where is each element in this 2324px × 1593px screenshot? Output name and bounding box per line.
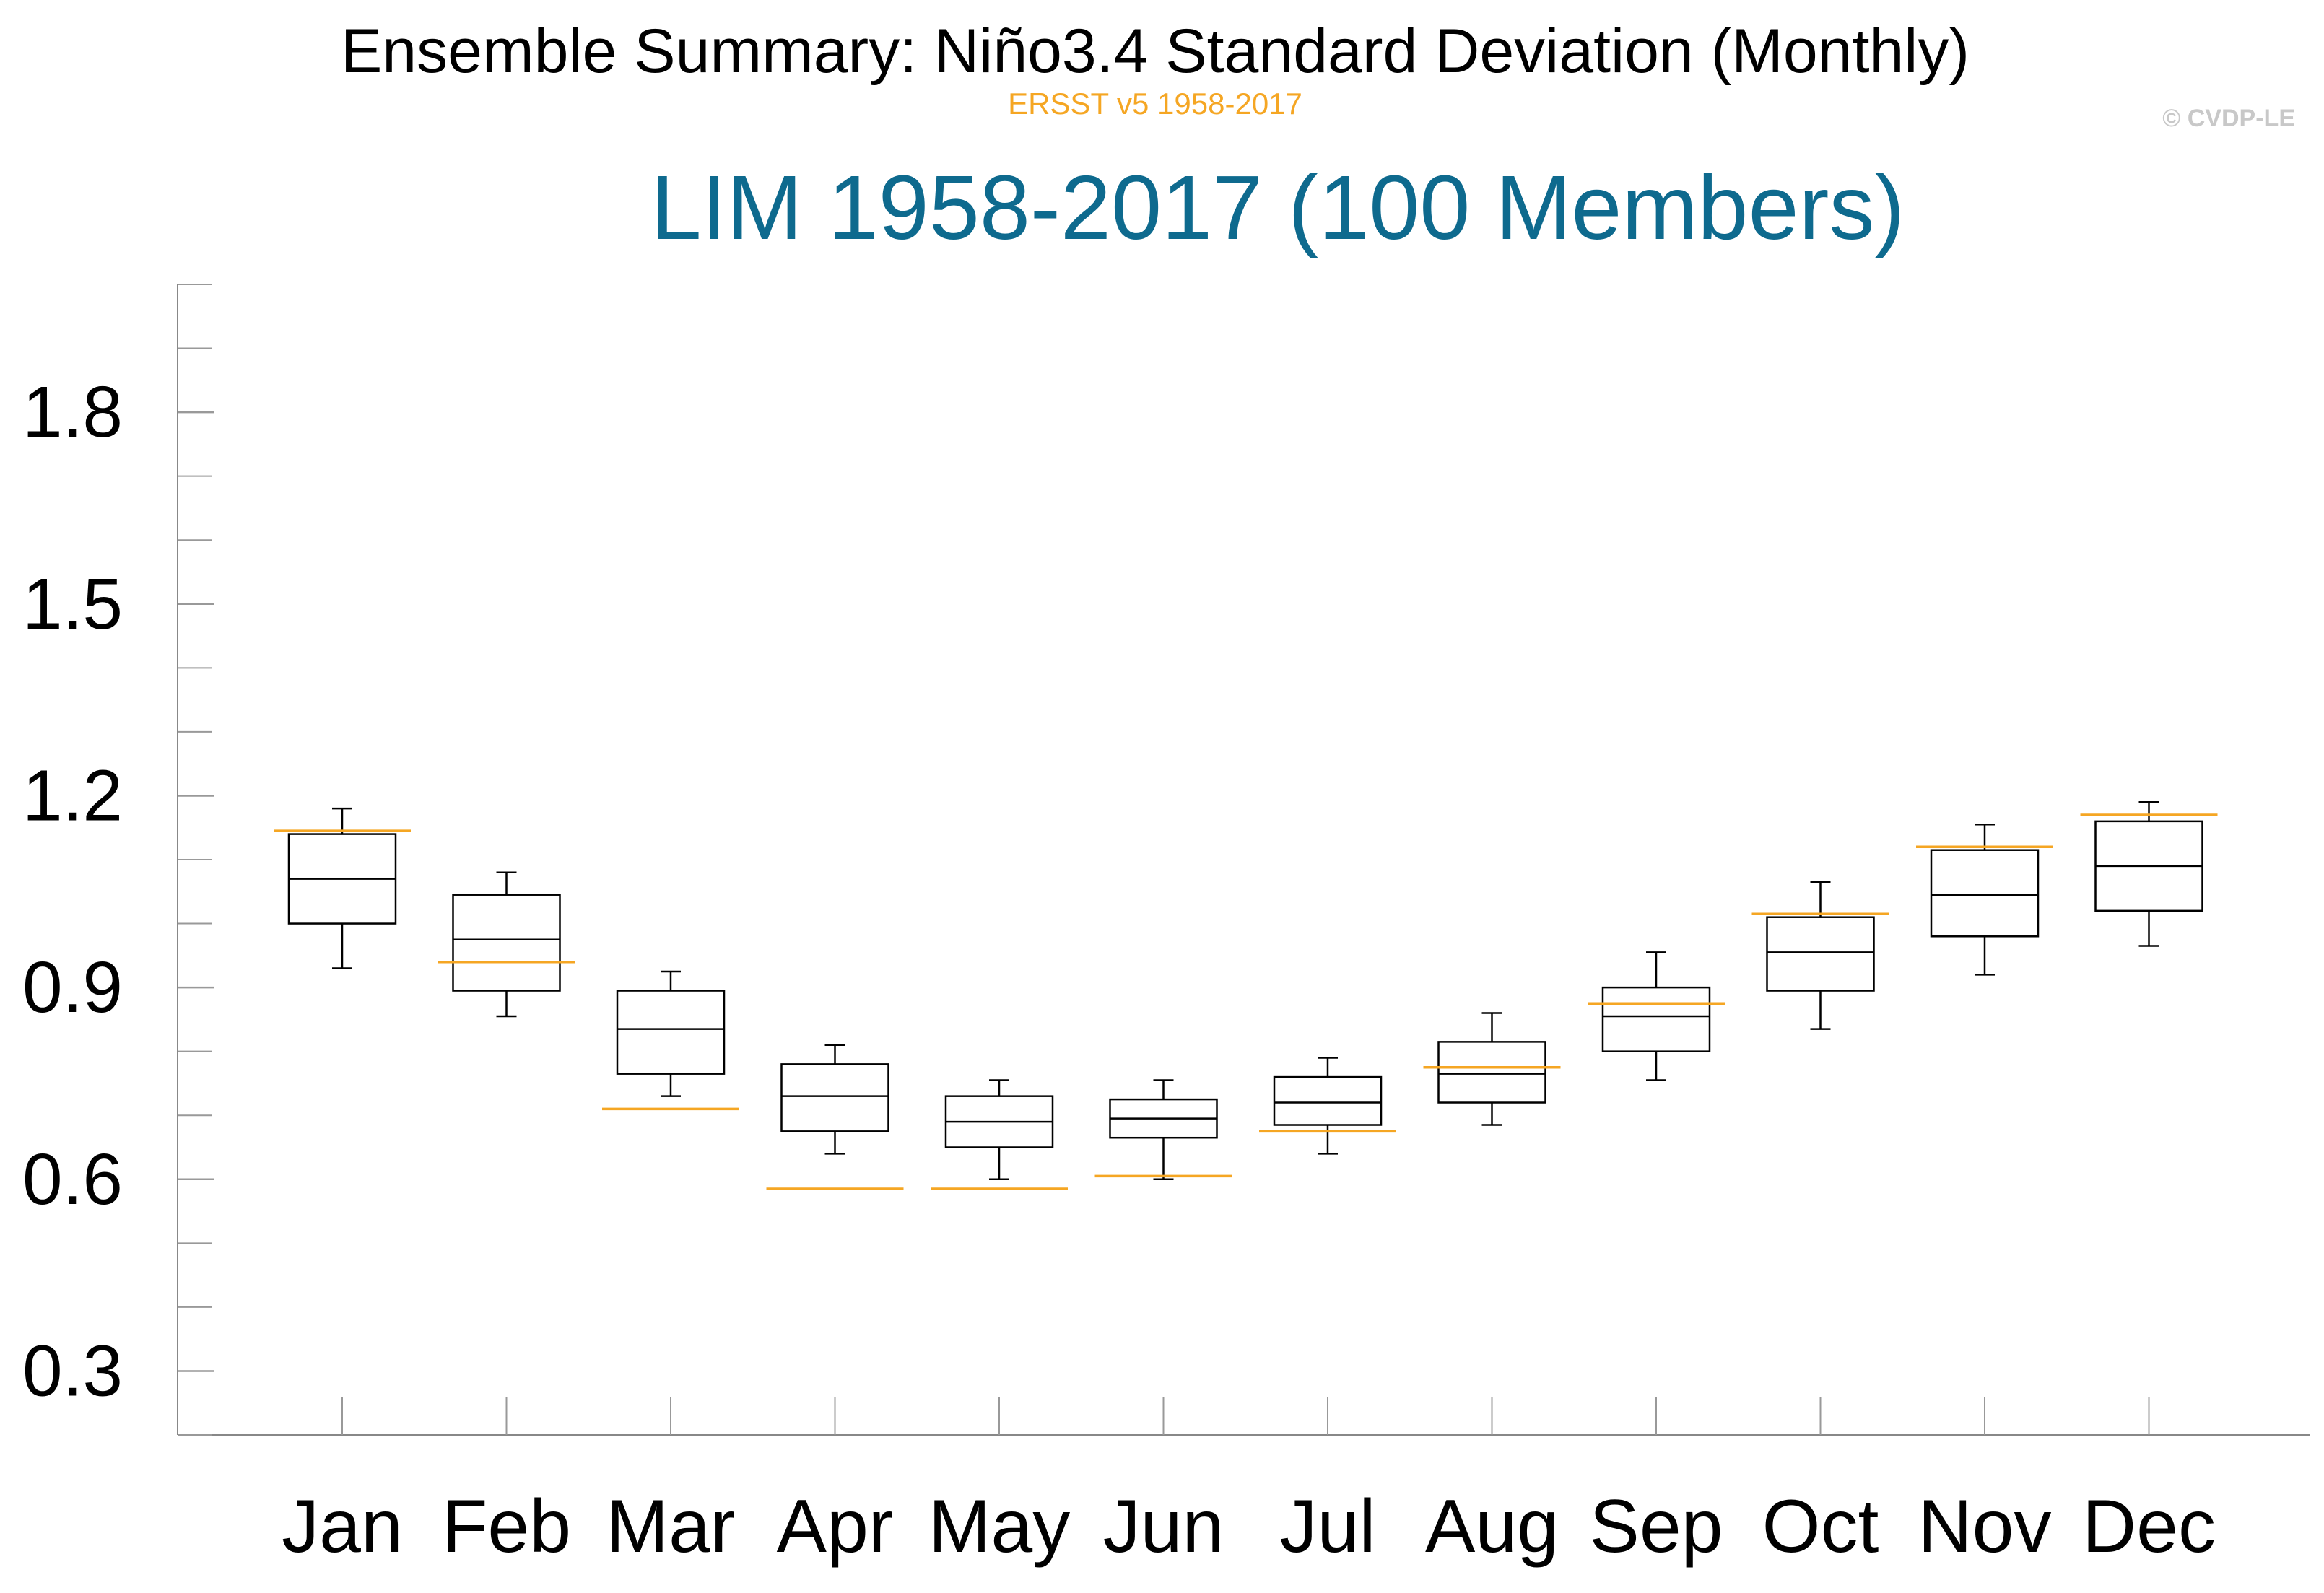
box-iqr [1437,1041,1546,1104]
x-tick-label: Jun [1103,1485,1224,1568]
x-tick-label: Apr [777,1485,894,1568]
box-iqr [1930,849,2040,938]
y-tick-label: 0.6 [22,1139,123,1220]
x-tick-label: Jul [1280,1485,1376,1568]
x-tick-label: Nov [1918,1485,2052,1568]
page-title: Ensemble Summary: Niño3.4 Standard Devia… [340,17,1970,86]
box-iqr [616,990,726,1075]
x-tick-label: May [928,1485,1070,1568]
x-tick-label: Aug [1425,1485,1559,1568]
copyright-label: © CVDP-LE [2162,105,2295,132]
x-tick-label: Dec [2082,1485,2216,1568]
box-iqr [1601,986,1711,1052]
y-tick-label: 0.9 [22,947,123,1028]
box-iqr [780,1063,889,1132]
x-tick-label: Feb [442,1485,571,1568]
reference-dataset-subtitle: ERSST v5 1958-2017 [1008,87,1302,121]
x-tick-label: Mar [606,1485,735,1568]
box-iqr [452,894,561,992]
box-iqr [1766,916,1875,992]
x-tick-label: Sep [1589,1485,1723,1568]
x-tick-label: Oct [1762,1485,1879,1568]
y-tick-label: 1.2 [22,755,123,836]
y-tick-label: 0.3 [22,1330,123,1411]
y-tick-label: 1.5 [22,564,123,645]
ensemble-title: LIM 1958-2017 (100 Members) [650,157,1905,258]
y-tick-label: 1.8 [22,372,123,453]
x-tick-label: Jan [282,1485,403,1568]
box-iqr [1273,1075,1383,1126]
